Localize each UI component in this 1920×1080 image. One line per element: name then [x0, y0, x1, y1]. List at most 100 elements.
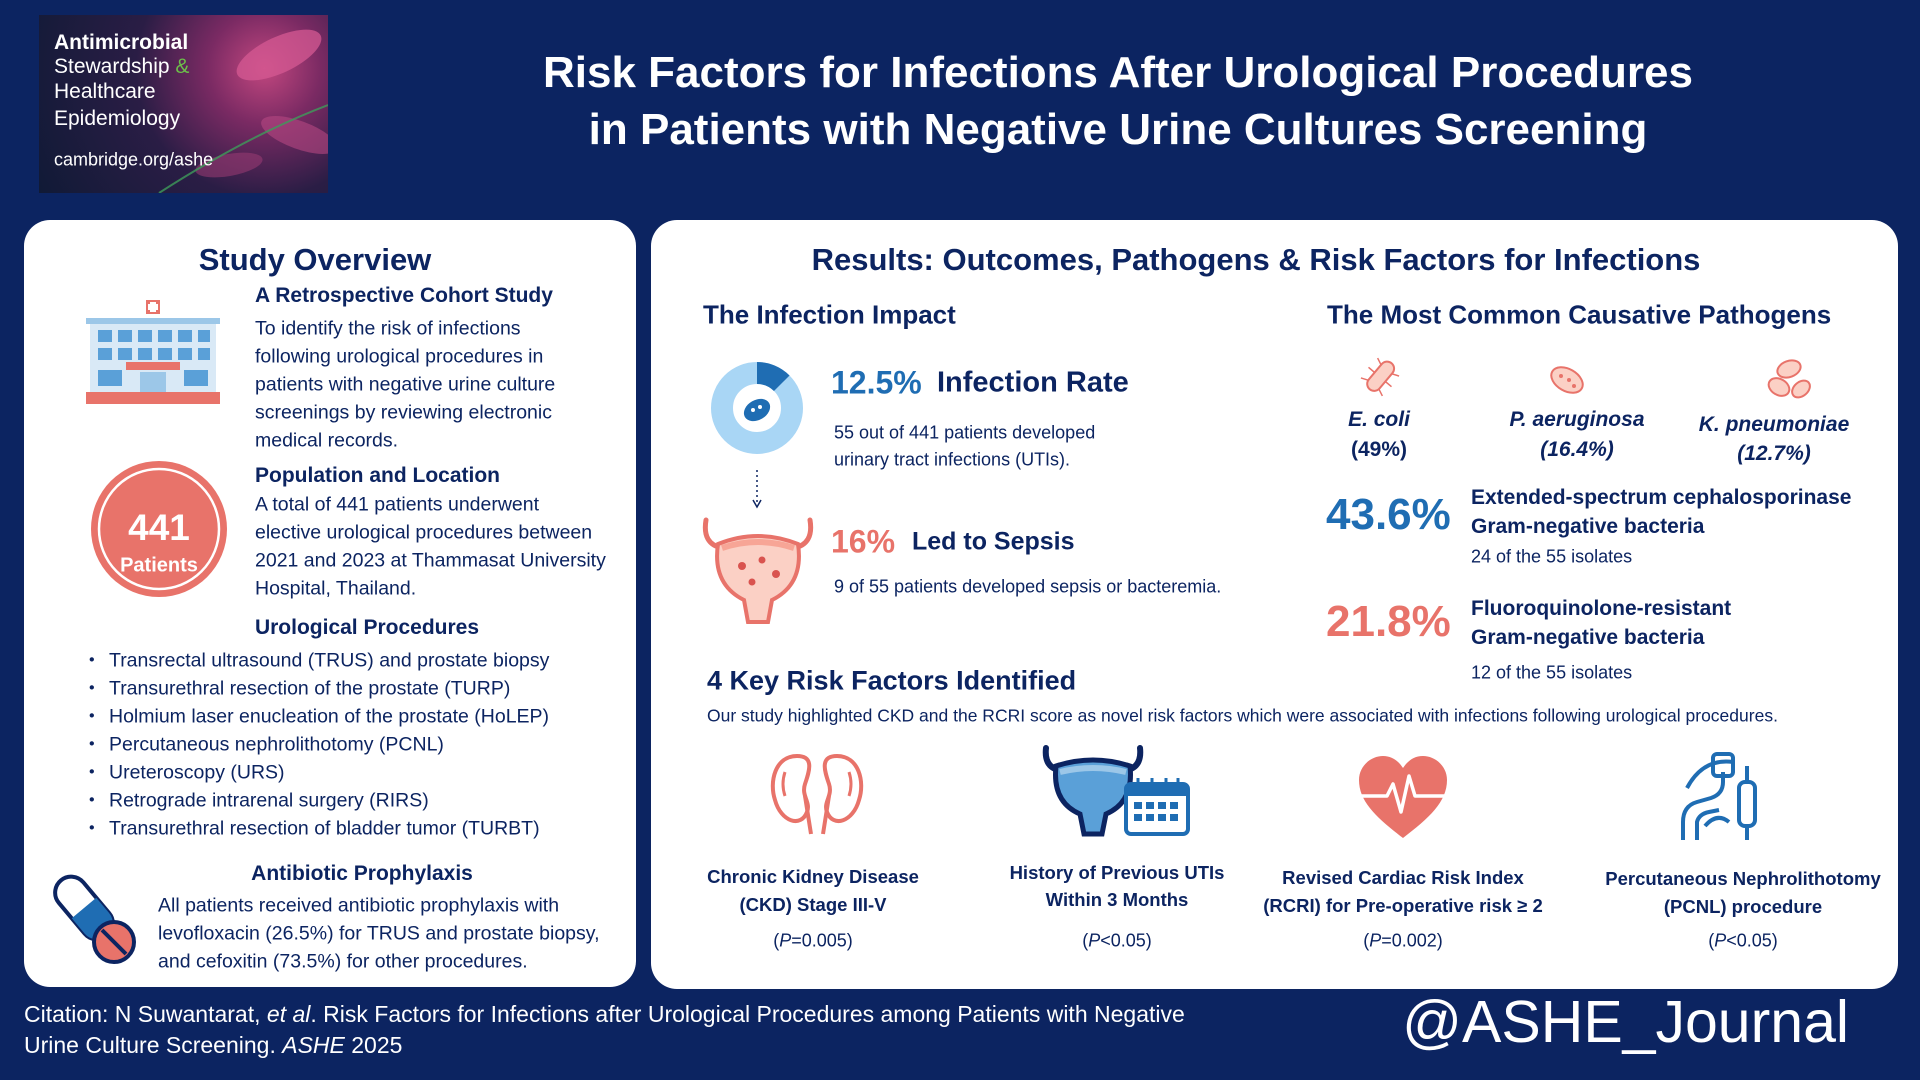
subsection-heading: The Infection Impact [703, 299, 956, 330]
pathogen-share: (49%) [1350, 438, 1408, 461]
pathogen-icon [1360, 357, 1400, 397]
paragraph-line: A total of 441 patients underwent [255, 493, 540, 516]
p-value: (P=0.002) [1363, 931, 1443, 952]
resistance-value: 21.8% [1326, 597, 1451, 646]
citation-text: 2025 [344, 1032, 403, 1058]
sepsis-label: Led to Sepsis [912, 527, 1075, 556]
list-item: Transurethral resection of the prostate … [89, 678, 510, 701]
resistance-note: 24 of the 55 isolates [1471, 546, 1633, 567]
p-symbol: P [1369, 930, 1382, 951]
risk-factor-label: (CKD) Stage III-V [739, 894, 887, 915]
subheading: A Retrospective Cohort Study [255, 284, 553, 307]
sepsis-rate: 16% [831, 523, 896, 560]
title: in Patients with Negative Urine Cultures… [588, 105, 1648, 154]
arrow [752, 470, 762, 509]
results-panel [651, 220, 1898, 989]
pathogen-share: (12.7%) [1737, 442, 1811, 465]
paragraph-line: 9 of 55 patients developed sepsis or bac… [834, 576, 1222, 597]
resistance-label: Gram-negative bacteria [1471, 515, 1705, 538]
logo-text: Healthcare [54, 80, 156, 104]
risk-factor-label: History of Previous UTIs [1009, 862, 1225, 883]
subheading: Urological Procedures [254, 616, 480, 639]
uti-history-icon [1042, 745, 1190, 837]
p-text: ( [1082, 930, 1089, 951]
pcnl-icon [1681, 752, 1757, 840]
logo-art [158, 29, 328, 193]
list-item: Percutaneous nephrolithotomy (PCNL) [89, 734, 444, 757]
patients-label: Patients [120, 554, 198, 577]
paragraph-line: 2021 and 2023 at Thammasat University [255, 549, 606, 572]
p-text: <0.05) [1100, 930, 1152, 951]
intro: Our study highlighted CKD and the RCRI s… [707, 705, 1778, 726]
infection-donut [711, 362, 803, 454]
section-heading: Study Overview [198, 242, 432, 277]
subheading: Antibiotic Prophylaxis [251, 862, 473, 885]
citation: Citation: N Suwantarat, et al. Risk Fact… [24, 999, 1185, 1061]
journal-handle[interactable]: @ASHE_Journal [1402, 989, 1849, 1055]
p-symbol: P [779, 930, 792, 951]
pathogen-name: K. pneumoniae [1698, 413, 1850, 436]
risk-factor-label: (RCRI) for Pre-operative risk ≥ 2 [1263, 895, 1543, 916]
subheading: Population and Location [255, 464, 500, 487]
logo-word: Antimicrobial [54, 31, 189, 54]
paragraph-line: levofloxacin (26.5%) for TRUS and prosta… [158, 922, 600, 945]
resistance-label: Extended-spectrum cephalosporinase [1471, 486, 1852, 509]
logo-url: cambridge.org/ashe [54, 149, 214, 170]
list-item: Ureteroscopy (URS) [89, 762, 284, 785]
risk-factor-label: Revised Cardiac Risk Index [1282, 867, 1524, 888]
list-item: Holmium laser enucleation of the prostat… [89, 706, 549, 729]
pathogen-share: (16.4%) [1540, 438, 1614, 461]
paragraph-line: medical records. [255, 429, 399, 452]
p-value: (P<0.05) [1708, 931, 1778, 952]
p-text: ( [1363, 930, 1370, 951]
risk-factor-label: (PCNL) procedure [1663, 896, 1823, 917]
infection-rate: 12.5% [831, 364, 922, 401]
resistance-note: 12 of the 55 isolates [1471, 662, 1633, 683]
list-item: Transrectal ultrasound (TRUS) and prosta… [89, 650, 549, 673]
list-item: Retrograde intrarenal surgery (RIRS) [89, 790, 429, 813]
list-item: Transurethral resection of bladder tumor… [89, 818, 540, 841]
p-text: =0.005) [791, 930, 853, 951]
patients-badge [91, 461, 227, 597]
resistance-label: Gram-negative bacteria [1471, 626, 1705, 649]
pathogen-icon [1550, 366, 1584, 394]
logo-text: Epidemiology [54, 107, 180, 131]
logo-text: Stewardship & [54, 55, 189, 79]
pathogen-name: E. coli [1348, 408, 1410, 431]
paragraph-line: following urological procedures in [255, 345, 544, 368]
resistance-value: 43.6% [1326, 490, 1451, 539]
pill-icon [53, 874, 136, 964]
pathogen-name: P. aeruginosa [1509, 408, 1645, 431]
p-text: =0.002) [1381, 930, 1443, 951]
logo-text: Antimicrobial [54, 31, 188, 55]
p-symbol: P [1088, 930, 1101, 951]
kidney-icon [770, 753, 864, 835]
p-symbol: P [1714, 930, 1727, 951]
paragraph-line: elective urological procedures between [255, 521, 593, 544]
subsection-heading: The Most Common Causative Pathogens [1327, 299, 1832, 330]
citation-text: Citation: N Suwantarat, [24, 1001, 267, 1027]
paragraph-line: All patients received antibiotic prophyl… [158, 894, 560, 917]
hospital-icon [86, 300, 220, 404]
citation-text: . Risk Factors for Infections after Urol… [310, 1001, 1185, 1027]
logo-word: Epidemiology [54, 107, 181, 130]
heart-icon [1359, 756, 1447, 838]
p-text: ( [1708, 930, 1715, 951]
paragraph-line: To identify the risk of infections [255, 317, 521, 340]
bladder-icon [702, 517, 814, 624]
paragraph-line: urinary tract infections (UTIs). [834, 449, 1071, 470]
risk-factor-label: Within 3 Months [1045, 889, 1189, 910]
p-value: (P<0.05) [1082, 931, 1152, 952]
citation-text: et al [266, 1001, 311, 1027]
paragraph-line: patients with negative urine culture [255, 373, 556, 396]
logo-word: Healthcare [54, 80, 156, 103]
infection-label: Infection Rate [937, 366, 1129, 399]
resistance-label: Fluoroquinolone-resistant [1471, 597, 1732, 620]
p-text: <0.05) [1726, 930, 1778, 951]
citation-text: ASHE [282, 1032, 345, 1058]
paragraph-line: 55 out of 441 patients developed [834, 422, 1096, 443]
risk-factor-label: Chronic Kidney Disease [707, 866, 919, 887]
paragraph-line: and cefoxitin (73.5%) for other procedur… [158, 950, 528, 973]
logo [39, 15, 328, 193]
